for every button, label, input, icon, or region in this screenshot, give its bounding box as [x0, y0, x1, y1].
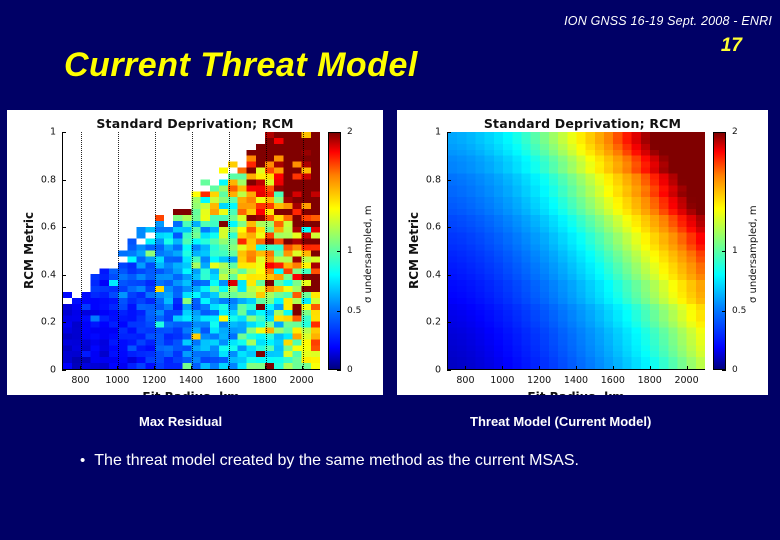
figure-panel-left: Standard Deprivation; RCM 0 0.2 0.4 0.6 0.8 1… [7, 110, 383, 395]
x-tick-label: 1600 [215, 375, 240, 386]
y-tick-mark [62, 322, 66, 324]
colorbar-tick-mark [337, 310, 341, 312]
x-tick-mark [154, 366, 156, 370]
conference-header: ION GNSS 16-19 Sept. 2008 - ENRI [564, 14, 772, 28]
chart-left-title: Standard Deprivation; RCM [96, 116, 294, 131]
bullet-text: The threat model created by the same met… [94, 452, 579, 469]
x-tick-mark [264, 366, 266, 370]
y-tick-mark [62, 179, 66, 181]
chart-left-y-axis-label: RCM Metric [22, 211, 36, 289]
caption-right: Threat Model (Current Model) [470, 414, 652, 429]
y-tick-mark [62, 370, 66, 371]
bullet-marker-icon: • [80, 452, 86, 469]
chart-right-title: Standard Deprivation; RCM [483, 116, 682, 131]
y-tick-label: 0.2 [40, 316, 56, 328]
colorbar-tick-label: 0 [732, 365, 738, 375]
x-tick-mark [686, 366, 688, 370]
x-tick-mark [612, 366, 614, 370]
y-tick-label: 0.4 [40, 269, 56, 281]
chart-right: Standard Deprivation; RCM 0 0.2 0.4 0.6 0.8 1… [397, 110, 768, 395]
chart-left-colorbar-label: σ undersampled, m [363, 205, 374, 303]
colorbar-tick-label: 0 [347, 365, 353, 375]
colorbar-tick-label: 0.5 [732, 305, 747, 316]
y-tick-label: 0.6 [425, 221, 441, 233]
page-title: Current Threat Model [64, 46, 418, 84]
x-tick-mark [539, 366, 541, 370]
colorbar-tick-mark [337, 370, 341, 371]
x-tick-mark [465, 366, 467, 370]
y-tick-mark [62, 132, 66, 133]
x-tick-label: 2000 [289, 375, 314, 386]
colorbar-tick-label: 2 [347, 127, 353, 137]
x-tick-label: 1800 [637, 375, 662, 386]
colorbar-tick-mark [722, 310, 726, 312]
chart-left-heatmap [63, 132, 320, 369]
x-tick-label: 1800 [252, 375, 277, 386]
slide-number: 17 [720, 35, 742, 56]
caption-left: Max Residual [139, 414, 223, 429]
y-tick-mark [62, 274, 66, 276]
colorbar-tick-mark [722, 370, 726, 371]
y-tick-label: 0 [434, 364, 441, 376]
x-tick-label: 2000 [674, 375, 699, 386]
x-tick-mark [649, 366, 651, 370]
y-tick-mark [447, 179, 451, 181]
x-tick-label: 1600 [600, 375, 625, 386]
x-tick-mark [576, 366, 577, 370]
y-tick-mark [62, 227, 66, 229]
figure-panel-right: Standard Deprivation; RCM 0 0.2 0.4 0.6 0.8 1… [397, 110, 768, 395]
x-tick-label: 1200 [527, 375, 552, 386]
y-tick-label: 0.8 [425, 174, 441, 186]
x-tick-label: 800 [456, 375, 475, 386]
y-tick-label: 0.8 [40, 174, 56, 186]
chart-right-heatmap [448, 132, 705, 369]
y-tick-label: 0.6 [40, 221, 56, 233]
colorbar-tick-label: 0.5 [347, 305, 362, 316]
y-tick-label: 1 [434, 126, 441, 138]
chart-right-plot-area [447, 132, 705, 370]
y-tick-mark [447, 227, 451, 229]
colorbar-tick-mark [337, 251, 341, 252]
chart-right-y-axis-label: RCM Metric [407, 211, 421, 289]
chart-right-x-axis-label: Fit Radius, km [447, 390, 705, 395]
x-tick-label: 800 [71, 375, 90, 386]
x-tick-mark [191, 366, 192, 370]
colorbar-tick-mark [337, 132, 341, 133]
x-tick-mark [117, 366, 119, 370]
x-tick-mark [502, 366, 504, 370]
x-tick-label: 1400 [563, 375, 589, 386]
bullet-point: • The threat model created by the same me… [80, 452, 579, 470]
colorbar-tick-label: 1 [347, 246, 353, 256]
chart-left-x-axis-label: Fit Radius, km [62, 390, 320, 395]
colorbar-tick-label: 1 [732, 246, 738, 256]
y-tick-mark [447, 132, 451, 133]
colorbar-tick-mark [722, 251, 726, 252]
y-tick-label: 1 [49, 126, 56, 138]
x-tick-mark [227, 366, 229, 370]
y-tick-label: 0 [49, 364, 56, 376]
chart-left-plot-area [62, 132, 320, 370]
x-tick-label: 1000 [490, 375, 515, 386]
y-tick-label: 0.4 [425, 269, 441, 281]
chart-left: Standard Deprivation; RCM 0 0.2 0.4 0.6 0.8 1… [7, 110, 383, 395]
colorbar-tick-label: 2 [732, 127, 738, 137]
x-tick-label: 1200 [142, 375, 167, 386]
x-tick-label: 1400 [178, 375, 204, 386]
chart-right-colorbar-label: σ undersampled, m [748, 205, 759, 303]
x-tick-label: 1000 [105, 375, 130, 386]
y-tick-mark [447, 274, 451, 276]
y-tick-mark [447, 322, 451, 324]
x-tick-mark [80, 366, 82, 370]
y-tick-label: 0.2 [425, 316, 441, 328]
x-tick-mark [301, 366, 303, 370]
colorbar-tick-mark [722, 132, 726, 133]
y-tick-mark [447, 370, 451, 371]
